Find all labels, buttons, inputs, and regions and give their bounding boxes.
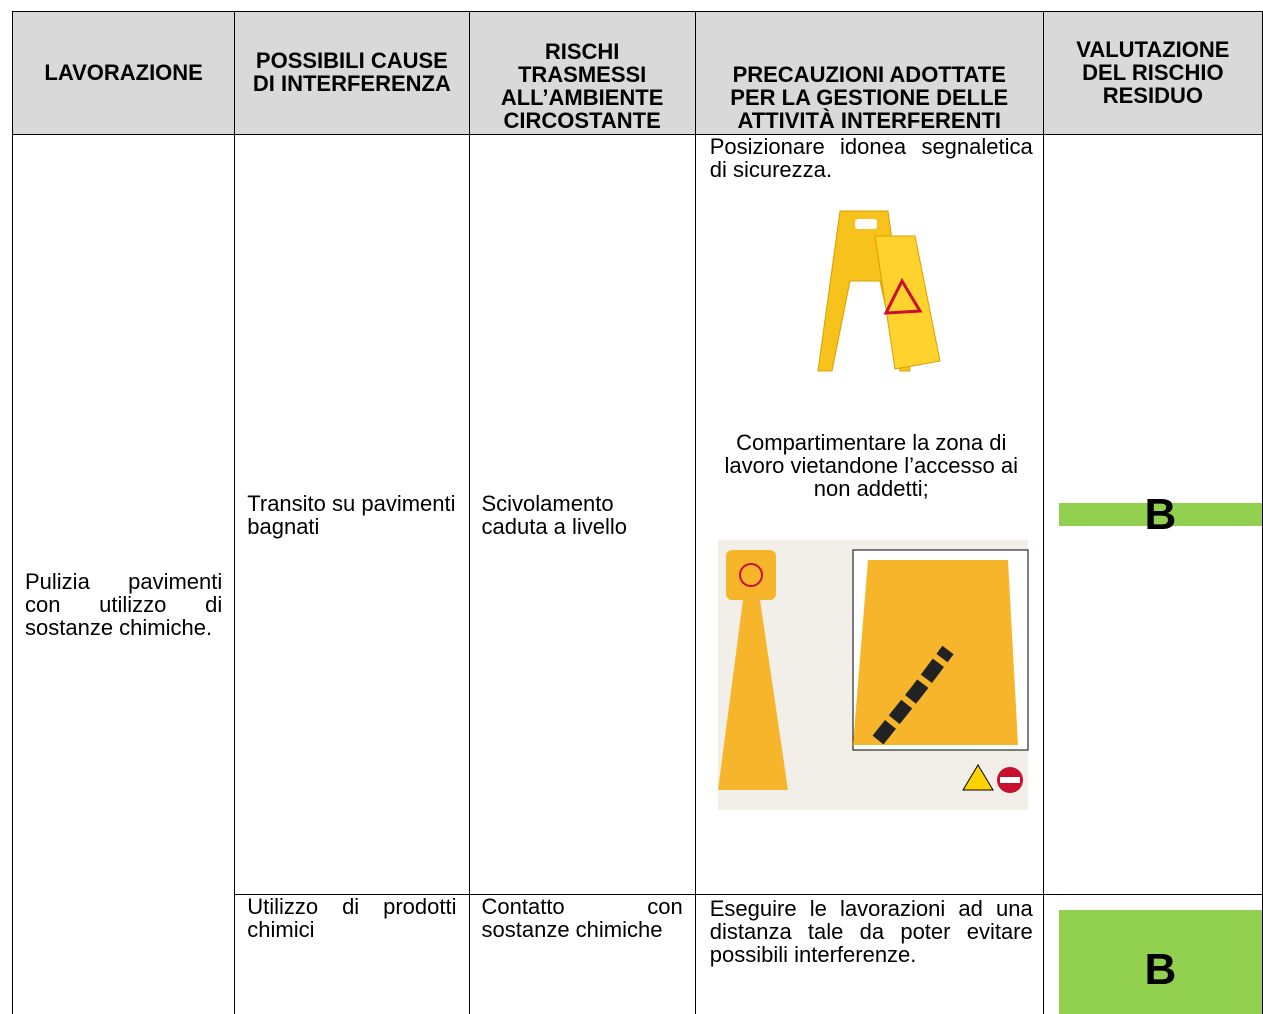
rating: B (1058, 493, 1262, 537)
header-row: LAVORAZIONE POSSIBILI CAUSE DI INTERFERE… (11, 11, 1263, 135)
valutazione-cell: B (1042, 894, 1263, 1014)
precauzioni-cell: Eseguire le lavorazioni ad una distanza … (694, 894, 1044, 1014)
cell-text: Pulizia pavimenti con utilizzo di sostan… (25, 569, 223, 640)
cell-text: Compartimentare la zona di lavoro vietan… (724, 430, 1018, 501)
row: Utilizzo di prodotti chimici Contatto co… (13, 894, 1263, 1014)
header-cell: POSSIBILI CAUSE DI INTERFERENZA (234, 11, 470, 135)
risk-table: LAVORAZIONE POSSIBILI CAUSE DI INTERFERE… (11, 11, 1263, 1014)
header-cell: VALUTAZIONE DEL RISCHIO RESIDUO (1042, 11, 1263, 135)
cause-cell: Transito su pavimenti bagnati (234, 134, 470, 895)
row: Pulizia pavimenti con utilizzo di sostan… (11, 134, 1263, 1014)
precauzioni-cell: Posizionare idonea segnaletica di sicure… (694, 134, 1044, 895)
barrier-illustration (717, 540, 1029, 810)
cell-text: Posizionare idonea segnaletica di sicure… (709, 134, 1033, 182)
lavorazione-cell: Pulizia pavimenti con utilizzo di sostan… (11, 134, 236, 1014)
header-cell: RISCHI TRASMESSI ALL’AMBIENTE CIRCOSTANT… (468, 11, 696, 135)
wet-floor-sign-illustration (817, 210, 941, 372)
rischi-cell: Scivolamento caduta a livello (468, 134, 696, 895)
cause-cell: Utilizzo di prodotti chimici (234, 894, 470, 1014)
rischi-cell: Contatto con sostanze chimiche (468, 894, 696, 1014)
valutazione-cell: B (1042, 134, 1263, 895)
rating: B (1058, 909, 1262, 1014)
header-cell: LAVORAZIONE (11, 11, 236, 135)
header-cell: PRECAUZIONI ADOTTATE PER LA GESTIONE DEL… (694, 11, 1044, 135)
